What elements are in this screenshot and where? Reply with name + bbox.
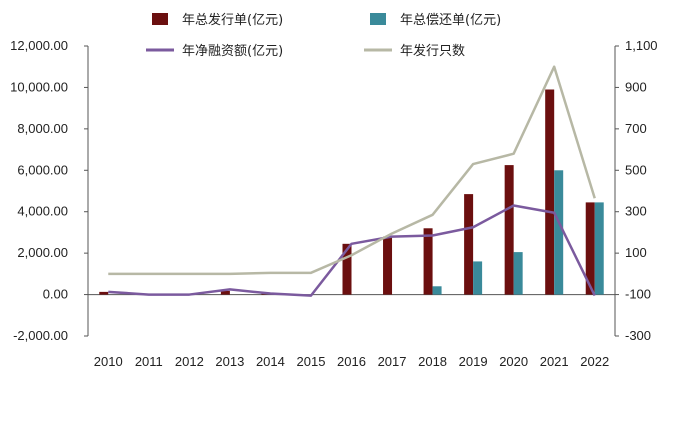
series-line <box>108 204 596 297</box>
x-tick-label: 2013 <box>215 354 244 369</box>
bar <box>383 236 393 295</box>
bar <box>585 202 595 295</box>
bar <box>554 170 564 295</box>
x-tick-label: 2011 <box>135 354 163 369</box>
y-left-tick-label: 8,000.00 <box>17 121 68 136</box>
y-left-tick-label: 12,000.00 <box>10 38 68 53</box>
bars <box>99 89 604 295</box>
bar <box>473 261 483 295</box>
series-line <box>108 65 596 276</box>
y-left-tick-label: 2,000.00 <box>17 245 68 260</box>
y-right-tick-label: 300 <box>625 204 647 219</box>
y-right-tick-label: 900 <box>625 79 647 94</box>
y-right-tick-label: 700 <box>625 121 647 136</box>
x-tick-label: 2012 <box>175 354 204 369</box>
bar <box>342 243 352 295</box>
x-tick-label: 2021 <box>540 354 569 369</box>
legend-label: 年净融资额(亿元) <box>182 44 283 59</box>
x-tick-label: 2010 <box>94 354 123 369</box>
y-right-tick-label: 100 <box>625 245 647 260</box>
bar <box>99 291 109 295</box>
bar <box>220 290 230 295</box>
legend-label: 年总偿还单(亿元) <box>400 13 501 28</box>
y-right-tick-label: 500 <box>625 162 647 177</box>
y-right-tick-label: -100 <box>625 287 651 302</box>
y-right-tick-label: 1,100 <box>625 38 658 53</box>
bar <box>513 252 523 295</box>
x-tick-label: 2014 <box>256 354 285 369</box>
bar <box>464 194 474 295</box>
x-tick-label: 2020 <box>499 354 528 369</box>
lines <box>108 65 596 297</box>
legend: 年总发行单(亿元) 年总偿还单(亿元) 年净融资额(亿元) 年发行只数 <box>146 12 501 59</box>
bar <box>545 89 555 295</box>
x-tick-label: 2018 <box>418 354 447 369</box>
y-left-tick-label: 10,000.00 <box>10 79 68 94</box>
bar <box>504 165 514 295</box>
x-tick-label: 2019 <box>459 354 488 369</box>
bar <box>594 202 604 295</box>
bar <box>432 286 442 295</box>
legend-label: 年总发行单(亿元) <box>182 12 283 28</box>
y-left-tick-label: 4,000.00 <box>17 204 68 219</box>
x-tick-label: 2022 <box>580 354 609 369</box>
y-left-tick-label: -2,000.00 <box>13 328 68 343</box>
tick-labels: -2,000.00 0.00 2,000.00 4,000.00 6,000.00 8,0… <box>10 38 657 369</box>
legend-label: 年发行只数 <box>400 43 465 59</box>
legend-swatch <box>152 13 168 25</box>
x-tick-label: 2016 <box>337 354 366 369</box>
y-left-tick-label: 6,000.00 <box>17 162 68 177</box>
legend-swatch <box>370 13 386 25</box>
y-left-tick-label: 0.00 <box>43 287 68 302</box>
y-right-tick-label: -300 <box>625 328 651 343</box>
x-tick-label: 2017 <box>378 354 407 369</box>
x-tick-label: 2015 <box>297 354 326 369</box>
bar <box>423 228 433 295</box>
